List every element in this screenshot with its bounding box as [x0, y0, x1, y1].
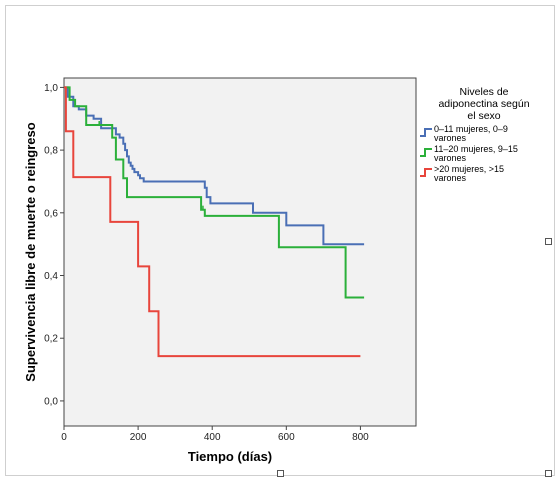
legend-swatch-3: [420, 168, 432, 177]
series-group: [64, 86, 365, 358]
legend-title-line: Niveles de: [459, 86, 508, 98]
resize-handle-bottom[interactable]: [277, 470, 284, 477]
legend-label-line: varones: [434, 133, 467, 143]
series-line-3: [64, 86, 361, 358]
y-tick-label: 0,2: [44, 334, 58, 345]
series-line-1: [64, 86, 365, 246]
y-tick-label: 0,0: [44, 396, 58, 407]
x-tick-label: 400: [204, 432, 221, 443]
x-axis: 0 200 400 600 800: [61, 426, 369, 443]
y-tick-label: 1,0: [44, 83, 58, 94]
legend-label-line: >20 mujeres, >15: [434, 164, 504, 174]
y-tick-label: 0,8: [44, 146, 58, 157]
resize-handle-right[interactable]: [545, 238, 552, 245]
legend-swatch-2: [420, 148, 432, 157]
legend-swatch-1: [420, 128, 432, 137]
x-tick-label: 600: [278, 432, 295, 443]
y-tick-label: 0,4: [44, 271, 58, 282]
x-axis-title: Tiempo (días): [188, 449, 272, 464]
series-line-2: [64, 86, 365, 299]
y-axis-title: Supervivencia libre de muerte o reingres…: [23, 122, 38, 381]
legend-label-line: varones: [434, 153, 467, 163]
x-tick-label: 0: [61, 432, 67, 443]
x-tick-label: 200: [130, 432, 147, 443]
y-axis: 0,0 0,2 0,4 0,6 0,8 1,0: [44, 83, 64, 407]
legend-title-line: el sexo: [467, 110, 500, 122]
legend-label-line: 11–20 mujeres, 9–15: [434, 144, 518, 154]
legend-label-line: 0–11 mujeres, 0–9: [434, 124, 508, 134]
legend-label-line: varones: [434, 173, 467, 183]
resize-handle-corner[interactable]: [545, 470, 552, 477]
legend-title-line: adiponectina según: [438, 98, 529, 110]
x-tick-label: 800: [352, 432, 369, 443]
plot-area: [63, 77, 417, 427]
y-tick-label: 0,6: [44, 208, 58, 219]
